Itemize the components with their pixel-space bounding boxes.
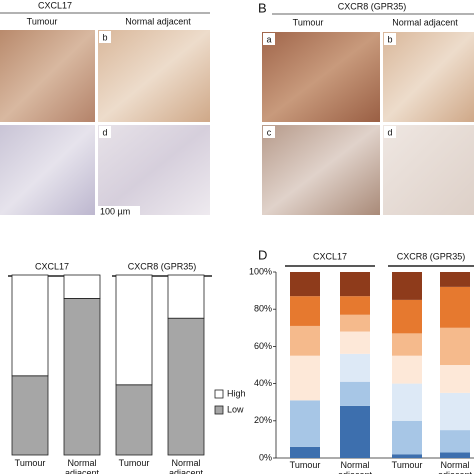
column-label: Normal adjacent (392, 17, 458, 27)
bar-segment (340, 272, 370, 297)
column-label: Tumour (27, 16, 58, 26)
histology-image (0, 30, 95, 122)
label-box (99, 31, 111, 43)
bar-segment (11, 274, 49, 377)
label-box (99, 126, 111, 138)
group-label: CXCL17 (313, 251, 347, 261)
header: CXCL17 (38, 0, 72, 10)
image-label: d (387, 127, 392, 137)
bar-segment (340, 331, 370, 354)
bar-segment (340, 314, 370, 332)
legend-label: High (227, 388, 246, 398)
bar-segment (440, 452, 470, 458)
histology-image (383, 125, 474, 215)
bar-segment (392, 454, 422, 458)
bar-segment (290, 400, 320, 447)
bar-segment (392, 299, 422, 334)
x-tick-label: Normal adjacent (438, 460, 472, 474)
image-label: b (102, 32, 107, 42)
panel-letter: D (258, 247, 267, 262)
bar-segment (392, 355, 422, 384)
image-label: d (102, 127, 107, 137)
y-tick-label: 80% (254, 304, 272, 314)
bar-segment (440, 365, 470, 393)
image-label: a (266, 34, 271, 44)
bar-segment (440, 327, 470, 365)
histology-image (98, 30, 210, 122)
x-tick-label: Tumour (289, 460, 321, 470)
bar-segment (340, 405, 370, 458)
x-tick-label: Normal adjacent (64, 458, 100, 474)
bar-segment (392, 383, 422, 421)
bar-segment (290, 355, 320, 401)
bar-segment (440, 392, 470, 431)
y-tick-label: 0% (259, 452, 272, 462)
histology-image (0, 125, 95, 215)
bar-segment (115, 274, 153, 386)
column-label: Normal adjacent (125, 16, 191, 26)
legend-swatch (214, 389, 224, 399)
y-tick-label: 40% (254, 378, 272, 388)
bar-segment (167, 317, 205, 456)
label-box (98, 206, 140, 217)
bar-segment (392, 272, 422, 300)
bar-segment (290, 296, 320, 326)
histology-image (98, 125, 210, 215)
histology-image (262, 32, 380, 122)
group-label: CXCL17 (35, 261, 69, 271)
bar-segment (392, 333, 422, 356)
histology-image (383, 32, 474, 122)
bar-segment (440, 286, 470, 328)
group-label: CXCR8 (GPR35) (397, 251, 466, 261)
image-label: c (267, 127, 272, 137)
x-tick-label: Tumour (118, 458, 150, 468)
legend-swatch (214, 405, 224, 415)
label-box (263, 126, 275, 138)
bar-segment (115, 384, 153, 456)
bar-segment (392, 420, 422, 455)
y-tick-label: 100% (249, 266, 272, 276)
bar-segment (290, 272, 320, 297)
label-box (384, 126, 396, 138)
bar-segment (167, 274, 205, 319)
bar-segment (340, 296, 370, 315)
bar-segment (63, 297, 101, 456)
bar-segment (290, 325, 320, 356)
group-label: CXCR8 (GPR35) (128, 261, 197, 271)
label-box (384, 33, 396, 45)
bar-segment (340, 353, 370, 382)
bar-segment (440, 272, 470, 287)
header: CXCR8 (GPR35) (338, 1, 407, 11)
histology-image (262, 125, 380, 215)
x-tick-label: Tumour (14, 458, 46, 468)
label-box (263, 33, 275, 45)
x-tick-label: Normal adjacent (338, 460, 372, 474)
x-tick-label: Tumour (391, 460, 423, 470)
scale-bar-label: 100 µm (100, 206, 130, 216)
image-label: b (387, 34, 392, 44)
bar-segment (11, 375, 49, 456)
bar-segment (63, 274, 101, 299)
bar-segment (340, 381, 370, 406)
legend-label: Low (227, 404, 244, 414)
panel-letter: B (258, 0, 267, 15)
y-tick-label: 20% (254, 415, 272, 425)
bar-segment (290, 446, 320, 458)
y-tick-label: 60% (254, 341, 272, 351)
bar-segment (440, 430, 470, 453)
column-label: Tumour (293, 17, 324, 27)
x-tick-label: Normal adjacent (168, 458, 204, 474)
